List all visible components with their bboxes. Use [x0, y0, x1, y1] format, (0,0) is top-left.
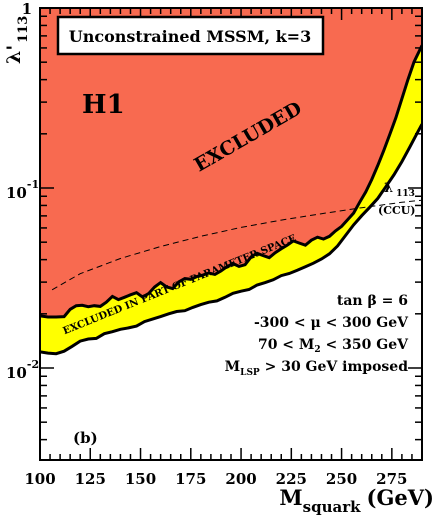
ccu-bound-dashed-line: [51, 199, 422, 291]
x-tick-label: 200: [225, 470, 256, 488]
axis-ticks: [39, 7, 423, 460]
x-axis-title-sub: squark: [303, 498, 361, 515]
panel-label: (b): [73, 429, 98, 447]
excluded-region-boundary: [40, 44, 422, 319]
plot-area: [40, 8, 422, 356]
x-tick-label: 125: [75, 470, 106, 488]
partially-excluded-region: [40, 45, 422, 354]
ccu-label-note: (CCU): [378, 204, 416, 217]
chart-title: Unconstrained MSSM, k=3: [69, 27, 311, 46]
x-tick-label: 150: [125, 470, 156, 488]
mlsp-main: M: [225, 359, 241, 375]
title-box: [56, 15, 325, 56]
y-tick-label: 10-2: [6, 358, 39, 382]
y-tick-label-base: 10: [6, 184, 27, 202]
x-tick-label: 225: [276, 470, 307, 488]
x-tick-label: 100: [24, 470, 55, 488]
y-tick-label-exponent: -2: [27, 358, 39, 371]
x-tick-label: 175: [175, 470, 206, 488]
mu-range-label: -300 < μ < 300 GeV: [254, 315, 409, 331]
m2-main: 70 < M: [258, 337, 314, 353]
y-tick-label-base: 10: [6, 364, 27, 382]
mlsp-rest: > 30 GeV imposed: [260, 359, 408, 375]
x-tick-label: 275: [376, 470, 407, 488]
ccu-curve-label: λ 113 (CCU): [378, 181, 416, 217]
parameter-annotations: tan β = 6 -300 < μ < 300 GeV 70 < M2 < 3…: [225, 293, 410, 378]
x-axis-title: Msquark (GeV): [279, 485, 434, 515]
x-axis-title-main: M: [279, 485, 302, 510]
y-tick-label: 1: [22, 0, 32, 18]
x-axis-title-unit: (GeV): [367, 485, 434, 510]
experiment-label: H1: [82, 90, 125, 120]
mlsp-label: MLSP > 30 GeV imposed: [225, 359, 409, 378]
x-tick-label: 250: [326, 470, 357, 488]
y-axis-title-main: λ': [3, 45, 25, 64]
y-axis-title: λ' 113: [3, 16, 31, 64]
m2-sub: 2: [314, 345, 320, 355]
y-tick-label: 10-1: [6, 178, 39, 202]
y-tick-label-exponent: -1: [27, 178, 39, 191]
y-axis-title-sub: 113: [16, 16, 31, 43]
ccu-label-sub: 113: [396, 189, 415, 199]
mlsp-sub: LSP: [240, 368, 260, 378]
m2-rest: < 350 GeV: [321, 337, 409, 353]
tan-beta-label: tan β = 6: [337, 293, 408, 309]
excluded-region: [40, 8, 422, 317]
m2-range-label: 70 < M2 < 350 GeV: [258, 337, 409, 355]
ccu-label-main: λ: [384, 181, 393, 196]
partial-region-lower-boundary: [40, 123, 422, 356]
